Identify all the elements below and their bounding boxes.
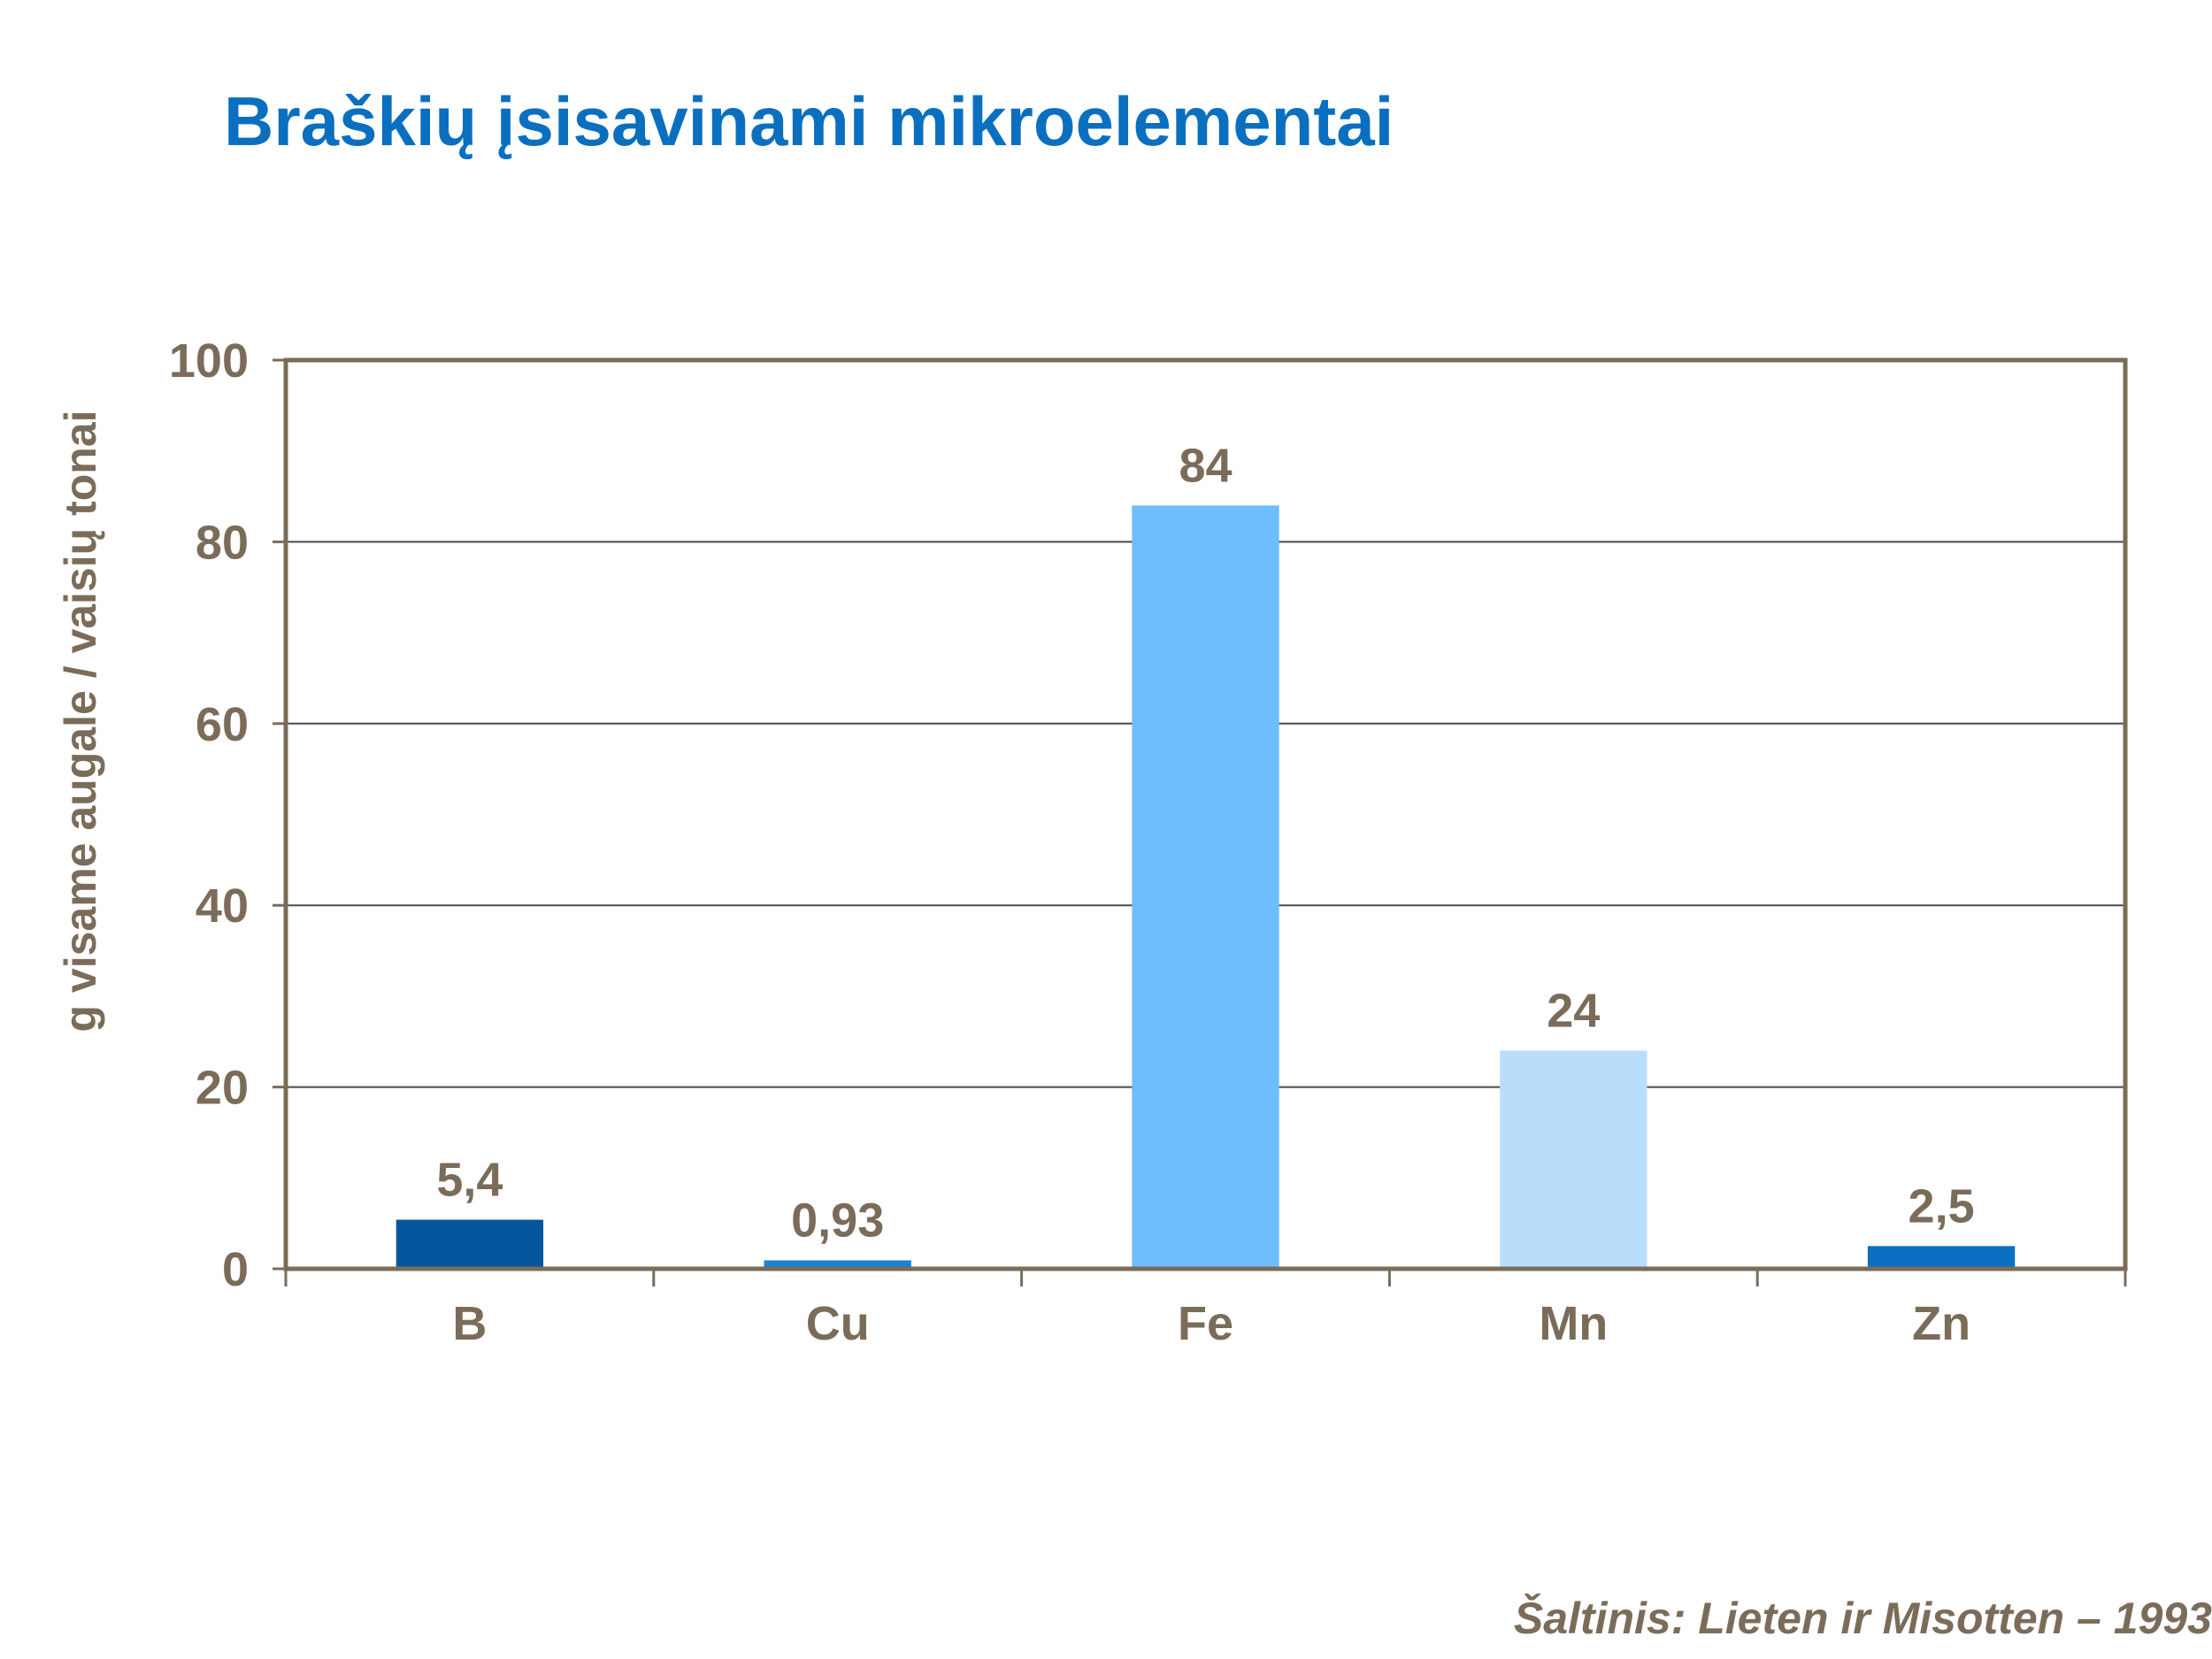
x-tick-label-zn: Zn <box>1912 1297 1970 1350</box>
plot-frame <box>283 357 2128 1271</box>
y-tick-label: 100 <box>169 334 249 388</box>
bar-b <box>396 1219 544 1269</box>
bar-fe <box>1132 505 1279 1269</box>
x-tick-label-fe: Fe <box>1178 1297 1233 1350</box>
data-label-cu: 0,93 <box>791 1194 884 1247</box>
source-note: Šaltinis: Lieten ir Misotten – 1993 <box>1513 1594 2212 1643</box>
y-tick-label: 80 <box>196 516 249 569</box>
plot-area-border <box>283 357 2128 1271</box>
x-tick-label-cu: Cu <box>806 1297 870 1350</box>
data-label-zn: 2,5 <box>1909 1179 1975 1233</box>
x-axis-ticks: B Cu Fe Mn Zn <box>284 1269 2127 1350</box>
data-label-mn: 24 <box>1547 985 1600 1038</box>
y-tick-label: 60 <box>196 698 249 751</box>
data-label-b: 5,4 <box>436 1154 503 1207</box>
bar-mn <box>1500 1050 1647 1269</box>
bar-zn <box>1867 1246 2016 1269</box>
data-label-fe: 84 <box>1179 439 1232 492</box>
y-axis-ticks: 0 20 40 60 80 100 <box>169 334 286 1296</box>
bar-cu <box>764 1260 911 1269</box>
x-tick-label-mn: Mn <box>1539 1297 1608 1350</box>
y-axis-title: g visame augale / vaisių tonai <box>56 410 105 1032</box>
data-labels: 5,4 0,93 84 24 2,5 <box>436 439 1974 1247</box>
y-tick-label: 20 <box>196 1062 249 1115</box>
y-tick-label: 0 <box>222 1243 249 1296</box>
slide-title: Braškių įsisavinami mikroelementai <box>224 82 1394 160</box>
x-tick-label-b: B <box>452 1297 487 1350</box>
bars <box>396 505 2016 1269</box>
y-tick-label: 40 <box>196 879 249 933</box>
